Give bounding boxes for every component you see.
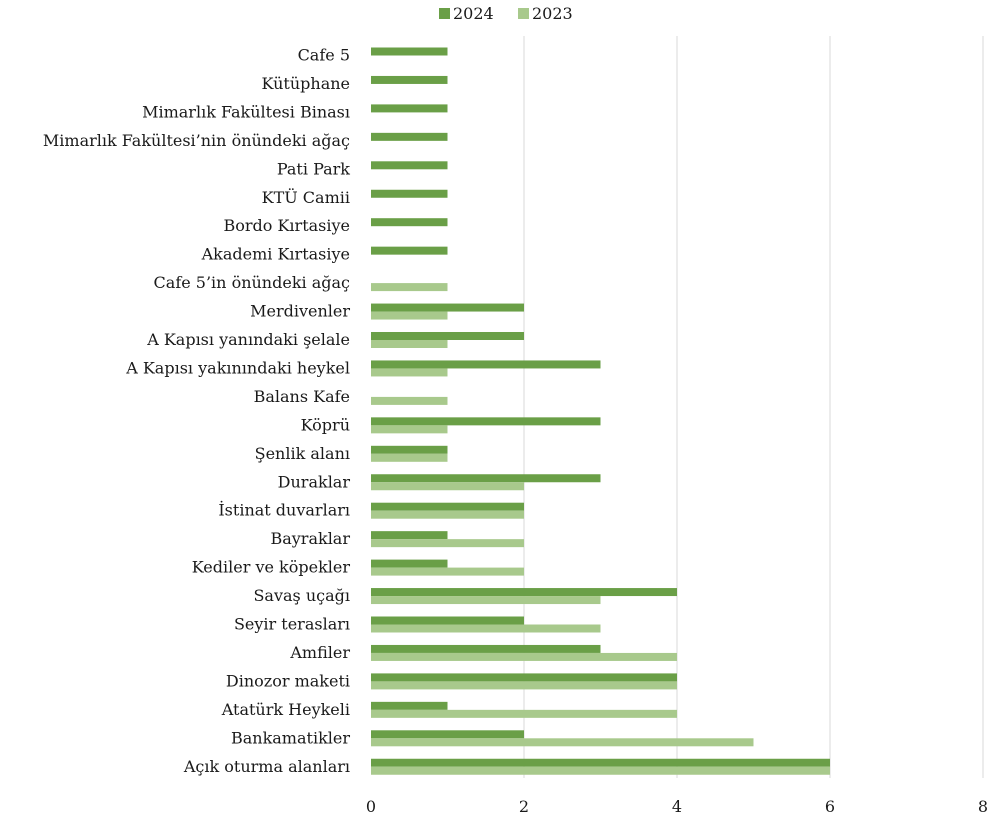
legend: 2024 2023 — [439, 4, 573, 23]
bar-2023-a-kap-s-yak-n-ndaki-heykel — [371, 368, 448, 377]
bar-2023-amfiler — [371, 652, 677, 661]
bar-2023-kediler-ve-kopekler — [371, 567, 524, 576]
x-tick-label: 0 — [366, 797, 376, 816]
bar-2023-ataturk-heykeli — [371, 709, 677, 718]
bar-2024-a-kap-s-yak-n-ndaki-heykel — [371, 360, 601, 369]
bar-2024-ataturk-heykeli — [371, 701, 448, 710]
bar-2024-kutuphane — [371, 75, 448, 84]
category-label-a-kap-s-yak-n-ndaki-heykel: A Kapısı yakınındaki heykel — [125, 358, 350, 377]
bar-2023-a-kap-s-yan-ndaki-selale — [371, 340, 448, 348]
bar-2024-pati-park — [371, 161, 448, 170]
bar-2023-duraklar — [371, 482, 524, 491]
bar-2024-ac-k-oturma-alanlar — [371, 758, 830, 767]
category-labels: Cafe 5 Kütüphane Mimarlık Fakültesi Binası… — [43, 46, 350, 776]
bar-2024-mimarl-k-fakultesi-binas — [371, 104, 448, 113]
bar-2023-istinat-duvarlar — [371, 510, 524, 519]
bar-2023-seyir-teraslar — [371, 624, 601, 633]
x-tick-label: 6 — [825, 797, 835, 816]
bar-2023-dinozor-maketi — [371, 681, 677, 690]
bar-2024-duraklar — [371, 474, 601, 483]
category-label-bayraklar: Bayraklar — [270, 529, 350, 548]
legend-swatch-2023 — [518, 8, 529, 19]
bar-2023-merdivenler — [371, 311, 448, 320]
category-label-ac-k-oturma-alanlar: Açık oturma alanları — [183, 757, 350, 776]
bar-2023-senlik-alan — [371, 453, 448, 462]
bar-2023-savas-ucag — [371, 596, 601, 605]
category-label-cafe-5-in-onundeki-agac: Cafe 5’in önündeki ağaç — [154, 273, 351, 292]
bar-2024-cafe-5 — [371, 47, 448, 56]
bar-2024-bankamatikler — [371, 730, 524, 739]
bar-2023-kopru — [371, 425, 448, 434]
category-label-pati-park: Pati Park — [277, 159, 350, 178]
bar-2024-bayraklar — [371, 531, 448, 540]
category-label-bankamatikler: Bankamatikler — [231, 728, 350, 747]
bar-2024-savas-ucag — [371, 588, 677, 597]
bar-2024-merdivenler — [371, 303, 524, 312]
category-label-dinozor-maketi: Dinozor maketi — [226, 671, 350, 690]
x-tick-labels: 0 2 4 6 8 — [366, 797, 988, 816]
bar-2023-bankamatikler — [371, 738, 754, 747]
x-tick-label: 8 — [978, 797, 988, 816]
category-label-duraklar: Duraklar — [278, 472, 351, 491]
category-label-mimarl-k-fakultesi-nin-onundeki-agac: Mimarlık Fakültesi’nin önündeki ağaç — [43, 131, 350, 150]
category-label-a-kap-s-yan-ndaki-selale: A Kapısı yanındaki şelale — [146, 330, 350, 349]
bars — [371, 47, 830, 775]
bar-2023-ac-k-oturma-alanlar — [371, 766, 830, 775]
bar-2024-a-kap-s-yan-ndaki-selale — [371, 332, 524, 340]
x-tick-label: 4 — [672, 797, 682, 816]
bar-2024-akademi-k-rtasiye — [371, 246, 448, 255]
bar-2024-amfiler — [371, 644, 601, 653]
gridlines — [523, 36, 984, 778]
bar-2024-kediler-ve-kopekler — [371, 559, 448, 568]
category-label-seyir-teraslar: Seyir terasları — [234, 615, 350, 634]
bar-2023-bayraklar — [371, 539, 524, 548]
legend-label-2023: 2023 — [532, 4, 573, 23]
bar-2023-balans-kafe — [371, 396, 448, 405]
x-tick-label: 2 — [519, 797, 529, 816]
bar-2024-seyir-teraslar — [371, 616, 524, 625]
category-label-savas-ucag: Savaş uçağı — [253, 586, 350, 605]
category-label-amfiler: Amfiler — [289, 643, 350, 662]
category-label-kopru: Köprü — [301, 415, 350, 434]
category-label-balans-kafe: Balans Kafe — [254, 387, 350, 406]
bar-2024-mimarl-k-fakultesi-nin-onundeki-agac — [371, 132, 448, 141]
bar-2024-senlik-alan — [371, 445, 448, 454]
bar-2024-kopru — [371, 417, 601, 426]
category-label-kediler-ve-kopekler: Kediler ve köpekler — [192, 558, 351, 577]
bar-2024-dinozor-maketi — [371, 673, 677, 682]
category-label-istinat-duvarlar: İstinat duvarları — [218, 500, 350, 520]
bar-2024-bordo-k-rtasiye — [371, 218, 448, 227]
category-label-ataturk-heykeli: Atatürk Heykeli — [221, 700, 350, 719]
category-label-cafe-5: Cafe 5 — [298, 46, 350, 65]
category-label-mimarl-k-fakultesi-binas: Mimarlık Fakültesi Binası — [142, 102, 350, 121]
category-label-bordo-k-rtasiye: Bordo Kırtasiye — [223, 216, 350, 235]
bar-2024-istinat-duvarlar — [371, 502, 524, 511]
category-label-akademi-k-rtasiye: Akademi Kırtasiye — [201, 245, 350, 264]
legend-label-2024: 2024 — [453, 4, 494, 23]
bar-2024-ktu-camii — [371, 189, 448, 198]
category-label-senlik-alan: Şenlik alanı — [255, 444, 350, 463]
category-label-ktu-camii: KTÜ Camii — [262, 187, 350, 207]
bar-2023-cafe-5-in-onundeki-agac — [371, 283, 448, 292]
category-label-kutuphane: Kütüphane — [262, 74, 351, 93]
legend-swatch-2024 — [439, 8, 450, 19]
category-label-merdivenler: Merdivenler — [250, 302, 350, 321]
